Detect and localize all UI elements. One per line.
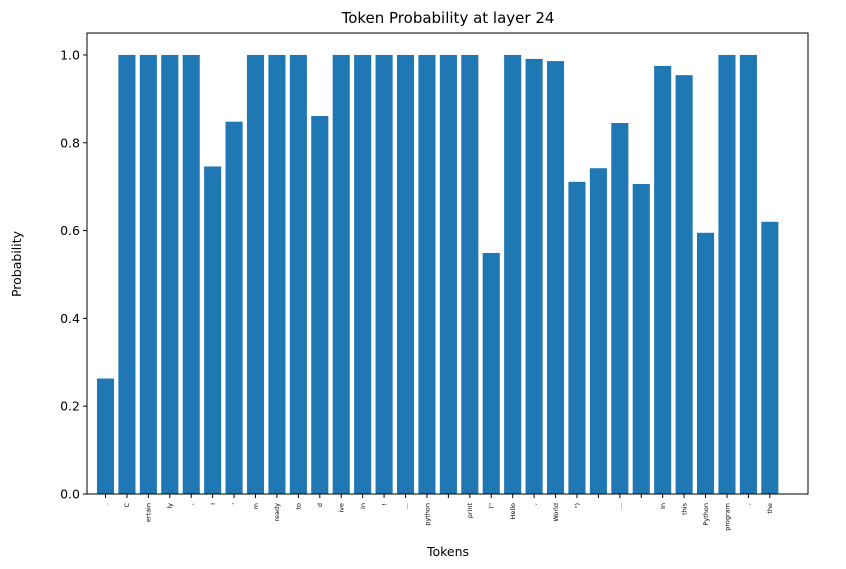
y-tick-label: 0.6: [60, 223, 80, 238]
bar: [525, 58, 543, 495]
x-tick-label: ': [230, 503, 238, 505]
x-tick-label: ,: [745, 503, 753, 505]
x-tick-label: ...: [402, 503, 410, 509]
x-tick-label: program: [723, 503, 731, 531]
bar: [675, 75, 693, 495]
x-tick-label: m: [252, 503, 260, 509]
x-tick-label: ly: [166, 503, 174, 509]
bar: [396, 54, 415, 494]
bar: [332, 54, 350, 494]
x-tick-label: (": [488, 503, 496, 509]
x-tick-label: python: [423, 503, 431, 526]
bar: [268, 54, 286, 494]
x-axis-label: Tokens: [426, 544, 469, 559]
x-tick-label: !: [380, 503, 388, 506]
y-axis: 0.0 0.2 0.4 0.6 0.8 1.0: [60, 47, 87, 502]
x-tick-label: ive: [338, 503, 346, 513]
x-tick-label: C: [123, 503, 131, 508]
bar: [289, 54, 307, 494]
x-tick-label: Hello: [509, 503, 517, 519]
bar: [225, 121, 243, 494]
x-tick-label: to: [295, 503, 303, 510]
bar: [482, 252, 500, 494]
bar: [96, 378, 115, 494]
y-axis-label: Probability: [9, 230, 24, 297]
x-tick-label: I: [209, 503, 217, 505]
bar: [568, 181, 586, 494]
x-tick-label: ertain: [145, 503, 153, 522]
y-tick-label: 1.0: [60, 47, 80, 62]
y-tick-label: 0.4: [60, 311, 80, 326]
x-tick-label: this: [680, 502, 688, 514]
x-tick-label: ...: [616, 503, 624, 509]
bar: [761, 221, 779, 495]
bar: [161, 54, 179, 494]
bar: [418, 54, 436, 494]
y-tick-label: 0.2: [60, 399, 80, 414]
plot-frame: [86, 32, 809, 495]
bar: [718, 54, 736, 494]
x-tick-label: in: [359, 503, 367, 509]
bar: [589, 168, 607, 495]
x-tick-label: the: [766, 503, 774, 514]
x-tick-label: print: [466, 503, 474, 519]
bar: [311, 115, 329, 494]
bar: [461, 54, 479, 494]
bar: [504, 54, 522, 494]
bar: [354, 54, 372, 494]
bar: [632, 184, 650, 494]
x-tick-label: In: [659, 503, 667, 509]
bar: [654, 65, 672, 495]
x-tick-label: .: [102, 503, 110, 505]
chart-title: Token Probability at layer 24: [341, 9, 555, 27]
bar: [546, 61, 565, 494]
bar: [696, 232, 715, 494]
x-tick-label: Python: [702, 503, 710, 526]
bar: [739, 54, 757, 494]
x-tick-label: ,: [188, 503, 196, 505]
bar: [611, 123, 629, 494]
bar: [204, 166, 222, 494]
bar: [375, 54, 393, 494]
x-tick-label: ,: [530, 503, 538, 505]
plot-area: [96, 54, 779, 495]
bar: [118, 54, 136, 494]
y-tick-label: 0.0: [60, 487, 80, 502]
x-tick-label: ready: [273, 503, 281, 522]
bar: [139, 54, 157, 494]
x-tick-label: d: [316, 503, 324, 507]
y-tick-label: 0.8: [60, 135, 80, 150]
bar: [246, 54, 265, 494]
bar: [439, 54, 457, 494]
x-tick-label: "): [573, 503, 581, 509]
bar: [182, 54, 200, 494]
x-tick-label: World: [552, 503, 560, 522]
